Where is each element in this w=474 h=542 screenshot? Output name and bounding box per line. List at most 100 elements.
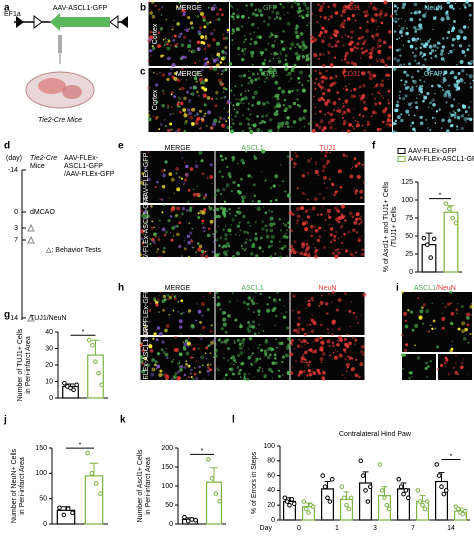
panel-letter: l — [232, 415, 235, 426]
micrograph-signal — [202, 226, 205, 229]
micrograph-signal — [149, 49, 152, 53]
data-point — [341, 495, 347, 501]
micrograph-signal — [418, 86, 423, 91]
micrograph-signal — [200, 35, 205, 39]
micrograph-signal — [453, 98, 456, 101]
micrograph-signal — [384, 64, 388, 68]
micrograph-signal — [248, 76, 251, 80]
micrograph-signal — [357, 161, 361, 165]
micrograph-signal — [322, 42, 325, 44]
y-tick-label: 50 — [39, 496, 47, 503]
micrograph-signal — [150, 10, 153, 12]
bar — [321, 488, 334, 521]
micrograph-signal — [281, 374, 284, 376]
micrograph-signal — [382, 40, 387, 45]
micrograph-signal — [259, 121, 262, 125]
micrograph-signal — [306, 24, 308, 27]
micrograph-signal — [153, 238, 156, 240]
micrograph-signal — [364, 49, 368, 53]
micrograph-signal — [301, 40, 305, 44]
micrograph-signal — [305, 193, 307, 196]
micrograph-signal — [215, 175, 217, 177]
micrograph-signal — [204, 57, 209, 61]
micrograph-signal — [252, 183, 256, 187]
micrograph-signal — [277, 122, 282, 126]
data-point — [193, 517, 198, 523]
micrograph-signal — [200, 74, 203, 76]
micrograph-signal — [157, 31, 161, 34]
micrograph-signal — [423, 95, 428, 100]
micrograph-signal — [176, 105, 180, 108]
micrograph-signal — [415, 97, 418, 99]
micrograph-signal — [334, 6, 336, 9]
micrograph-signal — [268, 367, 272, 372]
micrograph-signal — [296, 222, 299, 225]
micrograph-signal — [187, 364, 191, 368]
micrograph-signal — [287, 221, 290, 225]
micrograph-signal — [318, 69, 321, 71]
micrograph-signal — [186, 79, 188, 81]
micrograph-signal — [166, 46, 171, 51]
micrograph-signal — [358, 376, 361, 379]
micrograph-signal — [209, 126, 213, 130]
micrograph-signal — [218, 120, 221, 123]
micrograph-signal — [215, 41, 221, 46]
micrograph-signal — [440, 49, 445, 53]
micrograph-signal — [234, 214, 237, 217]
mouse-label: Tie2-Cre Mice — [38, 117, 82, 124]
micrograph-signal — [211, 6, 216, 11]
y-tick-label: 20 — [267, 502, 275, 509]
micrograph-signal — [283, 98, 287, 102]
error-bar — [210, 467, 218, 483]
micrograph-signal — [282, 29, 285, 33]
micrograph-signal — [228, 207, 231, 211]
micrograph-signal — [222, 188, 226, 192]
micrograph-signal — [152, 71, 155, 74]
y-axis-label: /TUJ1+ Cells — [391, 206, 398, 247]
micrograph-signal — [205, 227, 207, 229]
micrograph — [140, 151, 215, 203]
micrograph-signal — [314, 82, 317, 85]
y-tick-label: 75 — [405, 215, 413, 222]
micrograph-signal — [186, 245, 188, 247]
micrograph-signal — [313, 53, 318, 58]
micrograph-signal — [180, 11, 182, 13]
micrograph-signal — [379, 12, 383, 16]
micrograph-signal — [147, 177, 151, 182]
micrograph-signal — [272, 96, 274, 98]
micrograph-signal — [285, 235, 289, 239]
micrograph-signal — [352, 127, 356, 130]
micrograph-signal — [379, 127, 382, 131]
micrograph-signal — [187, 200, 190, 204]
micrograph-signal — [361, 351, 363, 353]
micrograph-signal — [185, 164, 189, 169]
micrograph-signal — [293, 71, 295, 73]
micrograph-signal — [269, 255, 273, 258]
micrograph-signal — [155, 180, 159, 184]
micrograph-signal — [244, 90, 247, 93]
micrograph-signal — [200, 249, 205, 253]
micrograph-signal — [240, 245, 243, 247]
micrograph-signal — [226, 102, 229, 105]
micrograph-signal — [441, 86, 443, 89]
micrograph-signal — [306, 215, 311, 219]
micrograph-signal — [240, 379, 242, 381]
micrograph-signal — [452, 19, 457, 24]
micrograph-signal — [146, 375, 149, 378]
micrograph-signal — [377, 38, 382, 43]
micrograph-signal — [289, 251, 293, 254]
micrograph-signal — [222, 55, 227, 60]
micrograph-signal — [327, 88, 331, 93]
micrograph-signal — [366, 123, 370, 126]
micrograph-signal — [466, 323, 470, 327]
micrograph — [215, 337, 290, 380]
panel-letter: h — [118, 283, 124, 294]
micrograph-signal — [188, 39, 192, 43]
micrograph-signal — [299, 128, 301, 130]
micrograph-signal — [384, 14, 387, 17]
micrograph-signal — [299, 251, 304, 256]
micrograph-signal — [251, 301, 256, 306]
micrograph-signal — [359, 36, 363, 40]
micrograph-signal — [446, 89, 451, 94]
